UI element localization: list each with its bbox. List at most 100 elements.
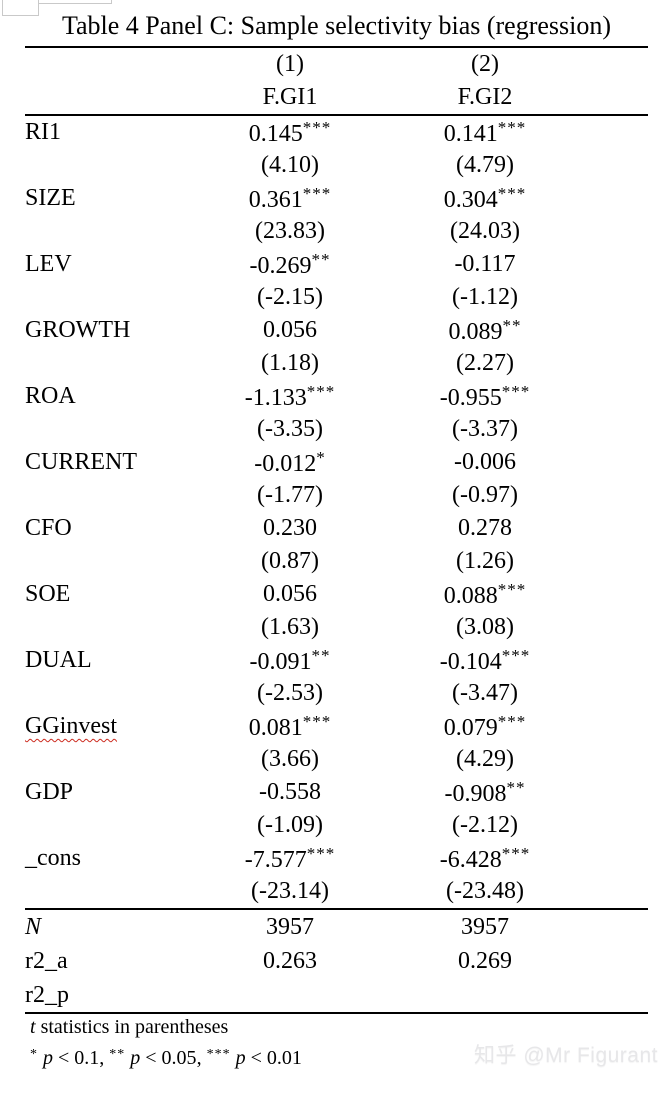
- variable-label: GDP: [25, 779, 74, 805]
- coefficient-cell: 0.088***: [405, 578, 565, 611]
- empty-label-cell: [25, 413, 175, 446]
- coefficient-cell: 0.304***: [405, 182, 565, 215]
- footnote-significance: * p < 0.1, ** p < 0.05, *** p < 0.01: [30, 1047, 302, 1069]
- tstat-cell: (0.87): [261, 548, 319, 574]
- tstat-cell: (3.08): [456, 614, 514, 640]
- coefficient-row: _cons -7.577*** -6.428***: [25, 842, 648, 875]
- empty-label-cell: [25, 347, 175, 380]
- tstat-cell: (-3.37): [452, 416, 518, 442]
- coefficient-value: -0.558: [259, 779, 321, 805]
- spacer-cell: [565, 248, 648, 281]
- coefficient-row: GGinvest 0.081*** 0.079***: [25, 710, 648, 743]
- tstat-cell: (24.03): [450, 218, 520, 244]
- significance-stars: ***: [497, 711, 527, 731]
- tstat-cell: (4.79): [456, 152, 514, 178]
- coefficient-row: GDP -0.558 -0.908**: [25, 776, 648, 809]
- coefficient-cell: 0.145***: [175, 115, 405, 149]
- empty-label-cell: [25, 611, 175, 644]
- footnote-tstat-lead: t: [30, 1016, 36, 1038]
- empty-label-cell: [25, 809, 175, 842]
- coefficient-cell: -0.117: [405, 248, 565, 281]
- tstat-cell: (1.18): [261, 350, 319, 376]
- coefficient-cell: 0.089**: [405, 314, 565, 347]
- coefficient-value: -0.006: [454, 449, 516, 475]
- coefficient-cell: 0.056: [175, 578, 405, 611]
- variable-label: GGinvest: [25, 713, 117, 739]
- empty-label-cell: [25, 875, 175, 910]
- spacer-cell: [565, 446, 648, 479]
- variable-label: SIZE: [25, 185, 76, 211]
- tstat-cell: (-0.97): [452, 482, 518, 508]
- stat-row: r2_p: [25, 978, 648, 1014]
- tstat-cell: (-2.53): [257, 680, 323, 706]
- tstat-cell: (-23.14): [175, 875, 405, 910]
- header-empty-cell: [25, 48, 175, 81]
- tstat-row: (0.87) (1.26): [25, 545, 648, 578]
- significance-stars: ***: [501, 645, 531, 665]
- coefficient-cell: -0.269**: [175, 248, 405, 281]
- significance-stars: ***: [302, 183, 332, 203]
- coefficient-value: -1.133: [244, 384, 307, 411]
- tstat-cell: (4.10): [261, 152, 319, 178]
- spacer-cell: [565, 809, 648, 842]
- stat-value: [405, 978, 565, 1014]
- significance-stars: **: [506, 777, 526, 797]
- spacer-cell: [565, 909, 648, 944]
- coefficient-value: -0.908: [444, 780, 507, 807]
- tstat-row: (-3.35) (-3.37): [25, 413, 648, 446]
- model-number: (2): [471, 51, 499, 77]
- spacer-cell: [565, 611, 648, 644]
- header-empty-cell: [25, 81, 175, 116]
- tstat-cell: (-1.12): [452, 284, 518, 310]
- footnote-p-symbol: p: [43, 1047, 53, 1069]
- coefficient-row: SIZE 0.361*** 0.304***: [25, 182, 648, 215]
- coefficient-cell: -0.104***: [405, 644, 565, 677]
- tstat-row: (-23.14) (-23.48): [25, 875, 648, 910]
- footnote-stars: ***: [206, 1047, 231, 1062]
- coefficient-value: -0.269: [249, 252, 312, 279]
- tstat-row: (-2.15) (-1.12): [25, 281, 648, 314]
- footnote-stars: *: [30, 1047, 38, 1062]
- spacer-cell: [565, 842, 648, 875]
- tstat-cell: (-2.15): [257, 284, 323, 310]
- tstat-cell: (-23.48): [405, 875, 565, 910]
- spacer-cell: [565, 978, 648, 1014]
- stat-label: r2_a: [25, 947, 68, 974]
- significance-stars: **: [311, 249, 331, 269]
- coefficient-cell: 0.081***: [175, 710, 405, 743]
- tstat-cell: (23.83): [255, 218, 325, 244]
- spacer-cell: [565, 149, 648, 182]
- coefficient-cell: -0.091**: [175, 644, 405, 677]
- spacer-cell: [565, 215, 648, 248]
- tstat-cell: (-2.12): [452, 812, 518, 838]
- significance-stars: ***: [501, 381, 531, 401]
- spacer-cell: [565, 710, 648, 743]
- variable-label: DUAL: [25, 647, 92, 673]
- stat-value: 3957: [266, 913, 314, 940]
- coefficient-row: LEV -0.269** -0.117: [25, 248, 648, 281]
- significance-stars: ***: [497, 183, 527, 203]
- significance-stars: *: [316, 447, 326, 467]
- empty-label-cell: [25, 149, 175, 182]
- footnote-p-symbol: p: [130, 1047, 141, 1069]
- coefficient-cell: 0.079***: [405, 710, 565, 743]
- coefficient-rows: RI1 0.145*** 0.141*** (4.10) (4.79) SIZE 0.361…: [25, 115, 648, 910]
- variable-label: GROWTH: [25, 317, 131, 343]
- significance-stars: ***: [501, 843, 531, 863]
- spacer-cell: [565, 281, 648, 314]
- spacer-cell: [565, 413, 648, 446]
- significance-stars: ***: [306, 381, 336, 401]
- coefficient-row: CURRENT -0.012* -0.006: [25, 446, 648, 479]
- coefficient-value: 0.278: [458, 515, 512, 541]
- empty-label-cell: [25, 677, 175, 710]
- coefficient-row: CFO 0.230 0.278: [25, 512, 648, 545]
- coefficient-cell: -6.428***: [405, 842, 565, 875]
- coefficient-cell: 0.141***: [405, 115, 565, 149]
- significance-stars: **: [502, 315, 522, 335]
- tstat-cell: (-1.77): [257, 482, 323, 508]
- coefficient-value: -0.012: [254, 450, 317, 477]
- variable-label: LEV: [25, 251, 72, 277]
- spacer-cell: [565, 545, 648, 578]
- tstat-row: (23.83) (24.03): [25, 215, 648, 248]
